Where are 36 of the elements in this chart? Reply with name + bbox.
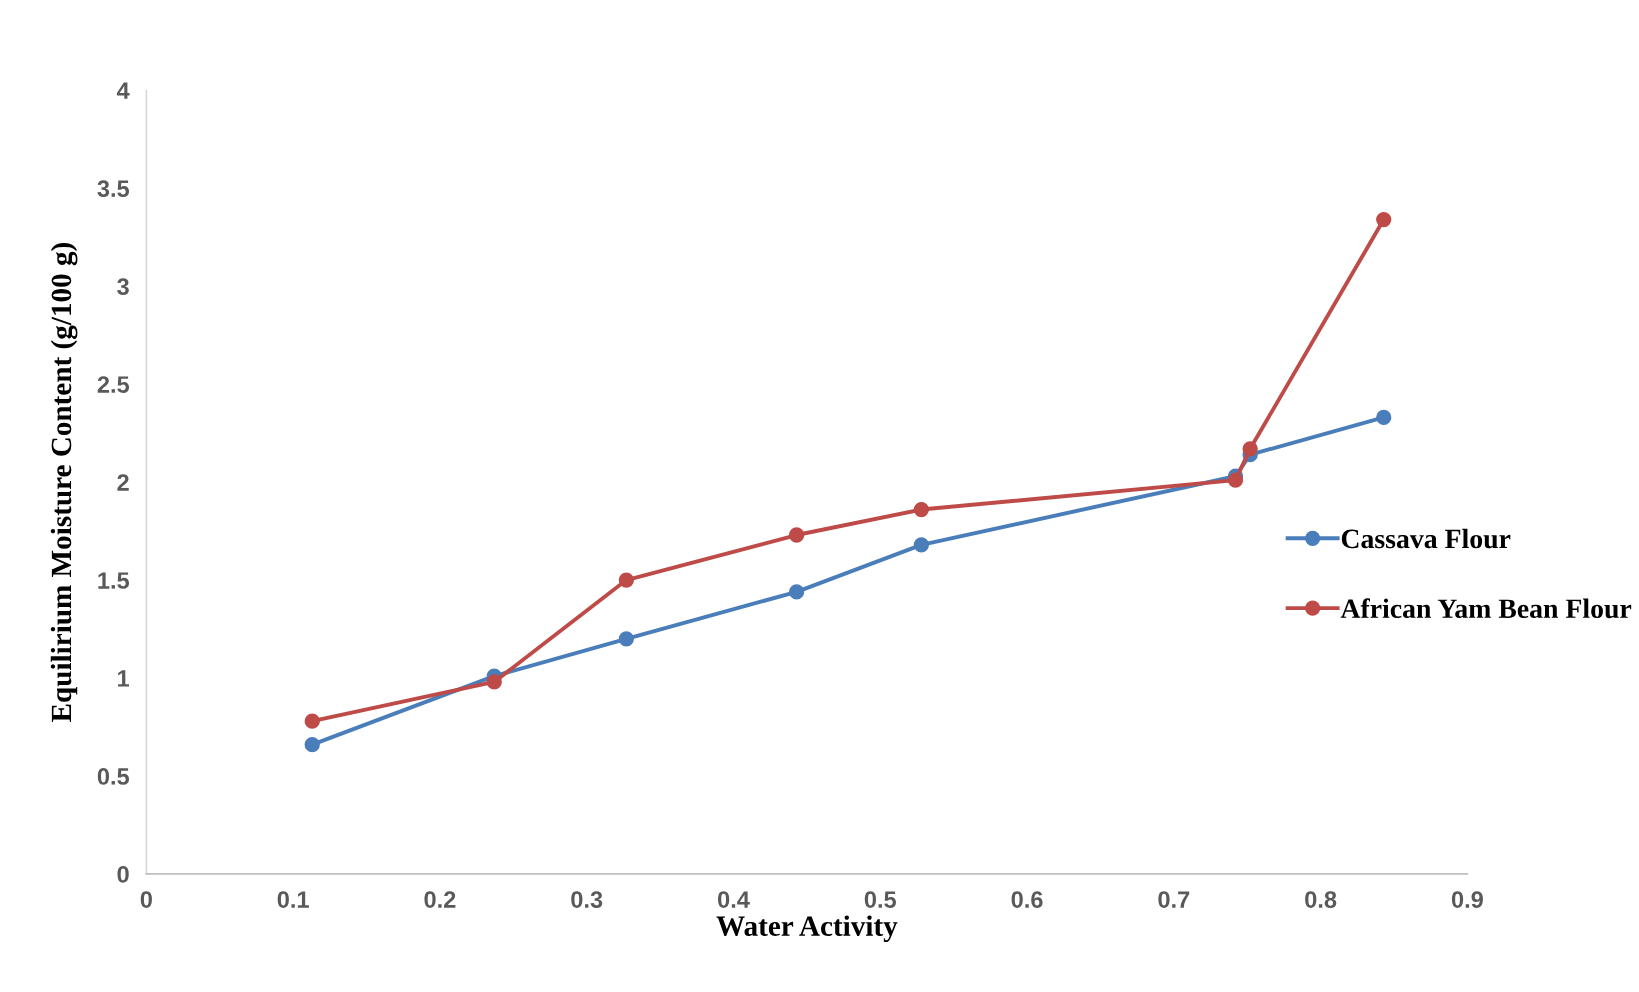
point	[913, 537, 930, 553]
legend-label: Cassava Flour	[1341, 528, 1511, 549]
y-tick-label: 3.5	[97, 180, 130, 198]
point	[1242, 441, 1258, 457]
point	[304, 713, 320, 729]
point	[1376, 409, 1392, 426]
y-tick-label: 3	[117, 278, 129, 296]
point	[788, 584, 805, 600]
x-tick-label: 0	[140, 891, 152, 908]
x-axis-title: Water Activity	[716, 915, 898, 942]
point	[618, 572, 634, 588]
y-tick-label: 4	[116, 82, 130, 99]
x-tick-label: 0.1	[277, 891, 309, 908]
x-tick-label: 0.6	[1011, 891, 1043, 908]
x-tick-label: 0.7	[1158, 891, 1190, 908]
x-tick-label: 0.5	[864, 891, 897, 908]
y-tick-label: 2.5	[97, 376, 130, 393]
x-tick-label: 0.9	[1451, 891, 1483, 908]
y-tick-label: 2	[117, 474, 129, 491]
point	[486, 674, 502, 690]
y-tick-label: 1	[118, 670, 130, 687]
point	[1376, 211, 1392, 228]
point	[913, 501, 930, 518]
x-tick-label: 0.4	[718, 891, 750, 908]
point	[304, 737, 320, 753]
x-tick-label: 0.8	[1305, 891, 1337, 908]
y-tick-label: 1.5	[98, 572, 130, 589]
point	[618, 631, 634, 647]
point	[788, 527, 805, 543]
x-tick-label: 0.2	[424, 891, 456, 908]
legend-label: African Yam Bean Flour	[1340, 598, 1632, 619]
y-tick-label: 0.5	[97, 768, 130, 785]
y-tick-label: 0	[117, 866, 129, 883]
point	[1227, 472, 1244, 488]
x-tick-label: 0.3	[571, 891, 603, 908]
y-axis-title: Equilirium Moisture Content (g/100 g)	[50, 243, 78, 722]
